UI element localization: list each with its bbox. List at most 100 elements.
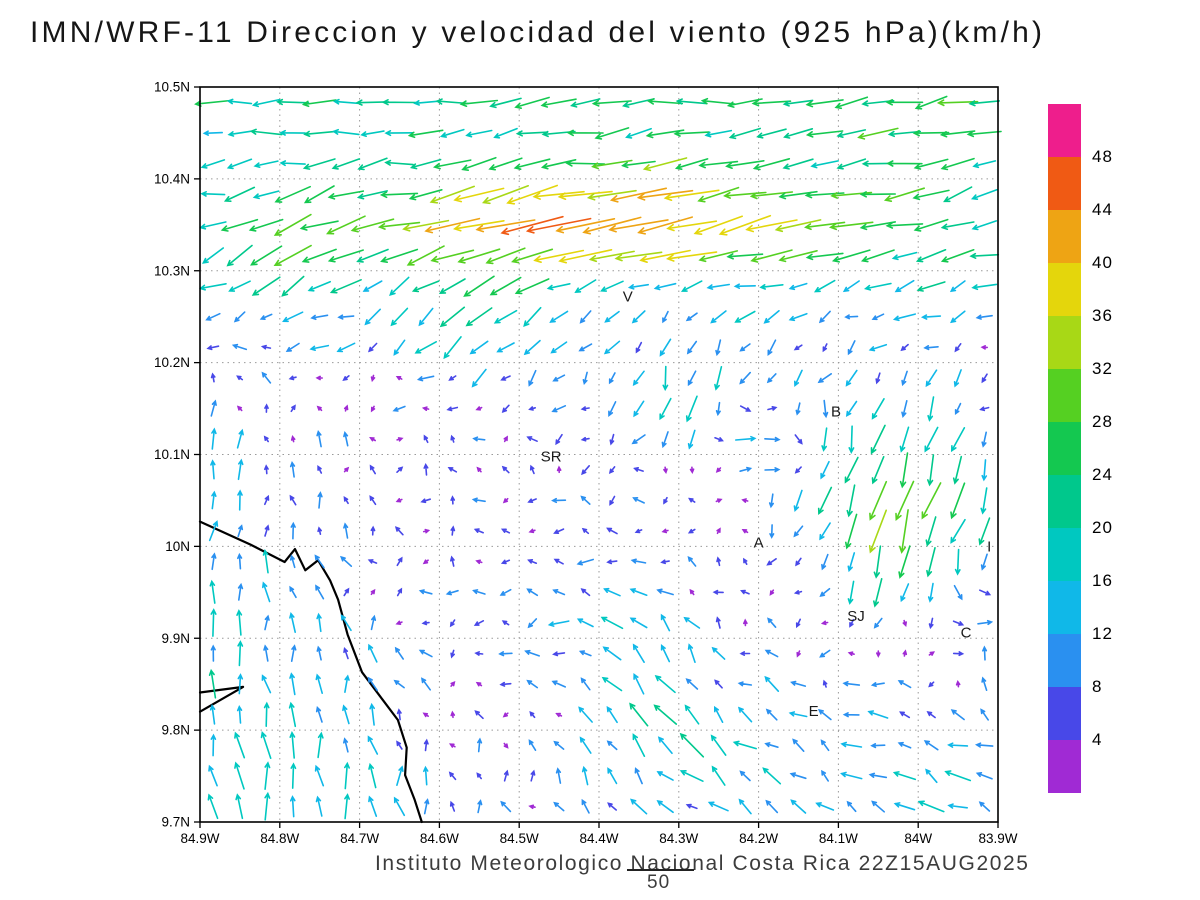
- wind-arrow: [822, 399, 829, 419]
- wind-arrow: [845, 400, 858, 418]
- wind-arrow: [637, 216, 693, 235]
- wind-arrow: [656, 800, 674, 814]
- wind-arrow: [849, 618, 855, 628]
- wind-arrow: [449, 619, 456, 628]
- wind-arrow: [475, 406, 483, 411]
- wind-arrow: [344, 674, 350, 693]
- wind-arrow: [533, 249, 585, 263]
- wind-arrow: [737, 706, 753, 723]
- wind-arrow: [639, 249, 691, 263]
- wind-arrow: [198, 283, 227, 291]
- wind-arrow: [551, 497, 567, 504]
- wind-arrow: [206, 345, 220, 351]
- wind-arrow: [928, 651, 936, 656]
- wind-arrow: [600, 616, 624, 630]
- colorbar-label: 44: [1092, 200, 1113, 219]
- wind-arrow: [290, 762, 297, 789]
- wind-arrow: [817, 373, 832, 384]
- wind-arrow: [394, 646, 404, 660]
- wind-arrow: [501, 465, 510, 474]
- wind-arrow: [393, 796, 406, 817]
- x-axis-label: 84.2W: [739, 831, 778, 846]
- wind-arrow: [891, 251, 918, 261]
- wind-arrow: [290, 644, 297, 662]
- wind-arrow: [953, 584, 963, 601]
- wind-arrow: [200, 159, 226, 169]
- wind-arrow: [675, 98, 708, 105]
- wind-arrow: [954, 548, 961, 576]
- wind-arrow: [461, 156, 497, 171]
- wind-arrow: [981, 373, 988, 384]
- wind-arrow: [759, 284, 784, 290]
- wind-arrow: [459, 99, 499, 107]
- wind-arrow: [686, 340, 698, 355]
- wind-arrow: [450, 649, 455, 659]
- wind-arrow: [381, 99, 417, 106]
- wind-arrow: [261, 371, 272, 384]
- wind-arrow: [631, 310, 646, 324]
- wind-arrow: [601, 676, 623, 692]
- wind-arrow: [395, 498, 403, 503]
- wind-arrow: [792, 738, 805, 752]
- wind-arrow: [288, 701, 297, 728]
- wind-arrow: [603, 587, 621, 597]
- wind-arrow: [476, 466, 482, 473]
- wind-arrow: [307, 280, 331, 292]
- wind-arrow: [817, 709, 832, 721]
- wind-arrow: [396, 740, 403, 750]
- wind-arrow: [549, 310, 569, 323]
- wind-arrow: [947, 803, 968, 809]
- wind-arrow: [782, 158, 814, 170]
- wind-arrow: [627, 283, 649, 290]
- wind-arrow: [418, 589, 433, 595]
- wind-arrow: [735, 435, 757, 442]
- wind-arrow: [445, 589, 459, 596]
- wind-arrow: [846, 484, 856, 518]
- wind-arrow: [894, 279, 915, 293]
- wind-arrow: [714, 437, 724, 442]
- wind-arrow: [339, 555, 353, 567]
- wind-arrow: [629, 588, 648, 596]
- wind-arrow: [380, 248, 419, 263]
- wind-arrow: [418, 307, 434, 327]
- wind-arrow: [820, 739, 830, 752]
- wind-arrow: [608, 401, 617, 417]
- wind-arrow: [586, 189, 637, 201]
- wind-arrow: [633, 400, 645, 418]
- wind-arrow: [765, 708, 778, 721]
- colorbar-label: 36: [1092, 306, 1113, 325]
- wind-arrow: [870, 682, 885, 688]
- wind-arrow: [953, 369, 962, 388]
- wind-arrow: [432, 159, 472, 170]
- wind-arrow: [555, 433, 563, 446]
- wind-arrow: [885, 99, 924, 106]
- wind-arrow: [315, 705, 323, 723]
- wind-arrow: [741, 528, 749, 534]
- wind-arrow: [474, 651, 484, 656]
- wind-arrow: [343, 404, 349, 412]
- wind-arrow: [646, 98, 684, 105]
- wind-arrow: [528, 369, 537, 387]
- wind-arrow: [395, 376, 403, 381]
- x-axis-label: 84.8W: [260, 831, 299, 846]
- wind-arrow: [500, 559, 511, 565]
- wind-arrow: [327, 249, 364, 263]
- wind-arrow: [261, 674, 272, 694]
- wind-arrow: [226, 98, 253, 105]
- wind-arrow: [290, 434, 296, 443]
- wind-arrow: [228, 280, 251, 292]
- x-axis-label: 84.1W: [819, 831, 858, 846]
- wind-arrow: [200, 191, 226, 197]
- wind-arrow: [576, 558, 594, 566]
- wind-arrow: [421, 620, 430, 626]
- wind-arrow: [384, 130, 414, 137]
- colorbar-band: [1048, 634, 1081, 687]
- wind-arrow: [326, 215, 366, 235]
- wind-arrow: [205, 312, 221, 321]
- wind-arrow: [527, 559, 538, 564]
- wind-arrow: [847, 552, 856, 573]
- wind-arrow: [289, 795, 296, 818]
- wind-arrow: [923, 345, 939, 351]
- wind-arrow: [551, 405, 567, 413]
